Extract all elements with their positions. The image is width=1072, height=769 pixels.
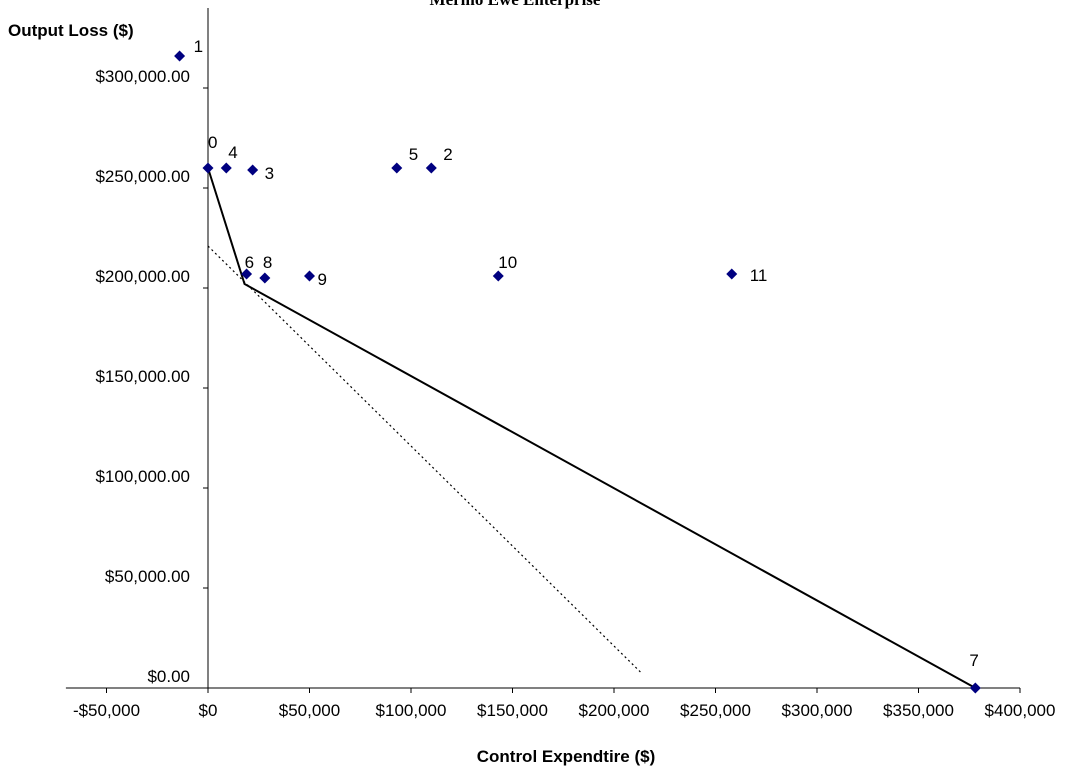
data-point-marker xyxy=(726,268,738,280)
y-tick-label: $200,000.00 xyxy=(95,267,190,286)
data-point-label: 5 xyxy=(409,145,418,164)
data-point-marker xyxy=(220,162,232,174)
data-point-marker xyxy=(174,50,186,62)
x-tick-label: $400,000 xyxy=(985,701,1056,720)
y-tick-label: $0.00 xyxy=(147,667,190,686)
y-axis-title: Output Loss ($) xyxy=(8,21,134,40)
x-tick-label: $100,000 xyxy=(376,701,447,720)
x-axis-title: Control Expendtire ($) xyxy=(477,747,656,766)
x-tick-label: $200,000 xyxy=(579,701,650,720)
x-tick-label: $350,000 xyxy=(883,701,954,720)
data-point-marker xyxy=(259,272,271,284)
axes: -$50,000 $0 $50,000 $100,000 $150,000 $200,00… xyxy=(65,8,1056,720)
y-tick-label: $150,000.00 xyxy=(95,367,190,386)
x-tick-label: $150,000 xyxy=(477,701,548,720)
data-point-marker xyxy=(241,268,253,280)
data-point-marker xyxy=(391,162,403,174)
x-tick-label: $300,000 xyxy=(782,701,853,720)
data-point-label: 0 xyxy=(208,133,217,152)
data-point-label: 11 xyxy=(750,266,768,285)
trend-lines xyxy=(207,167,976,689)
x-tick-label: $50,000 xyxy=(279,701,340,720)
chart-title: Merino Ewe Enterprise xyxy=(430,0,601,9)
data-point-label: 1 xyxy=(194,37,203,56)
y-tick-label: $250,000.00 xyxy=(95,167,190,186)
data-point-label: 4 xyxy=(228,143,237,162)
y-tick-label: $50,000.00 xyxy=(105,567,190,586)
data-point-label: 7 xyxy=(969,651,978,670)
data-point-marker xyxy=(247,164,259,176)
data-point-marker xyxy=(202,162,214,174)
data-point-marker xyxy=(425,162,437,174)
x-tick-label: $250,000 xyxy=(680,701,751,720)
data-point-marker xyxy=(304,270,315,282)
data-point-marker xyxy=(969,682,981,694)
x-tick-label: $0 xyxy=(199,701,218,720)
y-tick-label: $100,000.00 xyxy=(95,467,190,486)
y-tick-label: $300,000.00 xyxy=(95,67,190,86)
dotted-reference-line xyxy=(207,245,643,675)
data-points: 0 1 2 3 4 5 6 7 8 9 10 11 xyxy=(174,37,981,694)
data-point-label: 2 xyxy=(443,145,452,164)
data-point-label: 8 xyxy=(263,253,272,272)
data-point-label: 6 xyxy=(245,253,254,272)
frontier-line xyxy=(207,167,976,689)
data-point-label: 10 xyxy=(498,253,517,272)
x-tick-label: -$50,000 xyxy=(73,701,140,720)
data-point-label: 3 xyxy=(265,164,274,183)
data-point-marker xyxy=(492,270,504,282)
data-point-label: 9 xyxy=(318,270,327,289)
